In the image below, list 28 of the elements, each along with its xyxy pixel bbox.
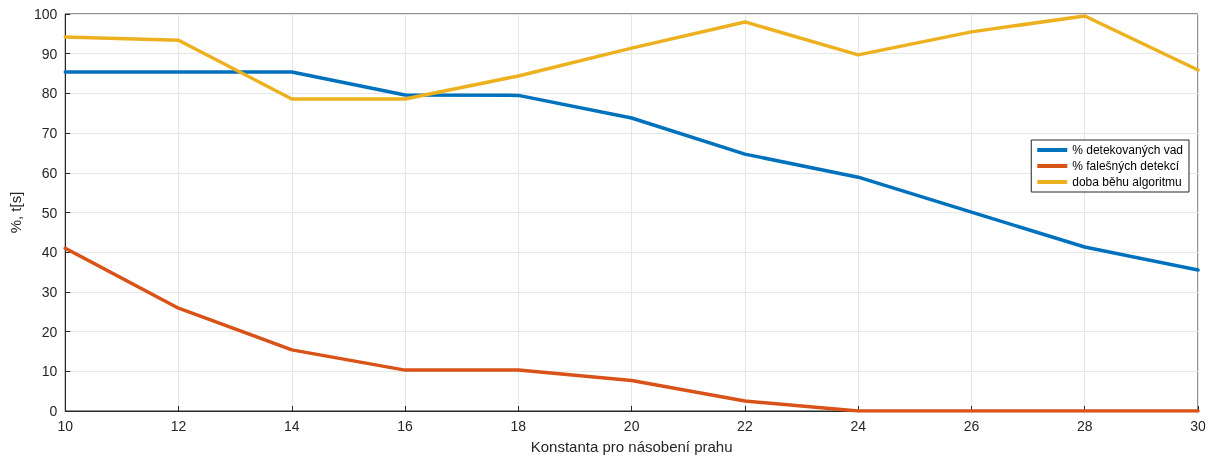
line-series [63, 70, 1200, 272]
x-tick-label: 28 [1076, 418, 1093, 434]
y-tick-label: 70 [41, 125, 58, 142]
y-axis-title: %, t[s] [7, 191, 24, 234]
x-tick-label: 24 [850, 418, 867, 434]
y-tick-label: 30 [41, 283, 58, 300]
x-tick-label: 16 [397, 418, 414, 434]
x-tick-label: 10 [57, 418, 74, 434]
y-tick-label: 20 [41, 323, 58, 340]
y-tick-label: 90 [41, 45, 58, 62]
x-tick-label: 14 [284, 418, 300, 434]
x-tick-label: 30 [1190, 418, 1206, 434]
y-tick-label: 100 [33, 6, 58, 22]
y-tick-label: 60 [41, 164, 58, 181]
legend-label: doba běhu algoritmu [1072, 175, 1182, 189]
legend-label: % falešných detekcí [1072, 159, 1180, 173]
y-tick-label: 40 [41, 244, 58, 261]
y-tick-label: 0 [49, 403, 58, 419]
x-tick-label: 18 [510, 418, 527, 434]
x-tick-label: 22 [737, 418, 753, 434]
x-tick-label: 20 [623, 418, 640, 434]
y-tick-label: 10 [41, 363, 58, 380]
x-axis-title: Konstanta pro násobení prahu [530, 438, 733, 455]
x-tick-label: 26 [963, 418, 980, 434]
y-tick-label: 80 [41, 85, 58, 102]
y-tick-label: 50 [41, 204, 58, 221]
legend-label: % detekovaných vad [1072, 143, 1184, 157]
x-tick-label: 12 [170, 418, 187, 434]
